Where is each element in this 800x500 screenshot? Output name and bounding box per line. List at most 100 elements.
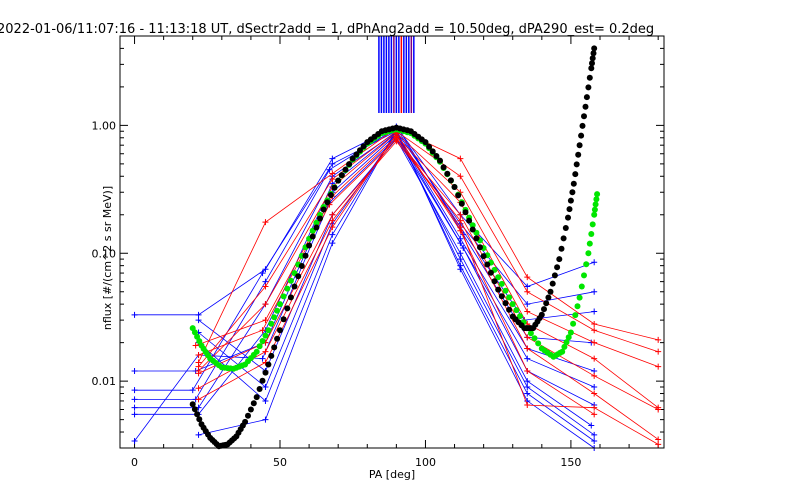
green-fit-point (284, 285, 291, 292)
red-data-point (524, 308, 531, 315)
green-fit-point (509, 301, 516, 308)
green-fit-point (594, 191, 601, 198)
x-tick-label: 50 (273, 456, 287, 469)
black-fit-point (295, 273, 302, 280)
y-tick-label: 1.00 (92, 119, 117, 132)
black-fit-point (191, 406, 198, 413)
black-fit-point (538, 311, 545, 318)
green-fit-point (287, 277, 294, 284)
red-data-point (591, 320, 598, 327)
red-data-point (195, 352, 202, 359)
black-fit-point (268, 352, 275, 359)
blue-data-point (329, 240, 336, 247)
black-fit-point (360, 143, 367, 150)
green-fit-point (586, 240, 593, 247)
black-fit-point (245, 412, 251, 419)
red-data-point (655, 363, 662, 370)
black-fit-point (579, 122, 586, 129)
y-tick-label: 0.01 (92, 375, 117, 388)
black-fit-point (570, 180, 577, 187)
blue-data-point (329, 231, 336, 238)
black-fit-point (502, 300, 509, 307)
black-fit-point (440, 164, 447, 171)
black-fit-point (259, 377, 266, 384)
black-fit-point (491, 278, 498, 285)
blue-data-point (591, 438, 598, 445)
black-fit-point (495, 286, 502, 293)
blue-data-point (591, 259, 598, 266)
black-fit-point (581, 113, 587, 120)
green-fit-point (572, 312, 579, 319)
black-fit-point (247, 406, 254, 413)
black-fit-point (560, 235, 567, 242)
green-fit-point (559, 348, 566, 355)
green-fit-point (259, 338, 266, 344)
black-fit-point (426, 143, 433, 150)
black-fit-point (458, 200, 465, 207)
red-data-point (457, 211, 464, 218)
red-data-point (195, 370, 202, 377)
black-fit-point (250, 400, 257, 407)
red-series-line (198, 138, 659, 410)
black-fit-point (554, 264, 561, 271)
blue-series-line (134, 133, 595, 388)
black-fit-point (589, 55, 596, 62)
black-fit-point (331, 184, 338, 191)
red-data-point (262, 283, 269, 290)
green-fit-point (271, 314, 278, 321)
y-tick-label: 0.10 (92, 247, 117, 260)
red-series-line (198, 132, 659, 372)
red-data-point (457, 227, 464, 234)
green-fit-point (591, 211, 598, 218)
green-fit-point (563, 339, 570, 346)
black-fit-point (451, 184, 458, 190)
green-fit-point (313, 219, 320, 226)
red-series-line (195, 135, 659, 409)
red-series-line (198, 130, 659, 367)
blue-data-point (131, 387, 138, 394)
red-data-point (524, 334, 531, 341)
red-data-point (329, 217, 336, 224)
blue-data-point (262, 383, 269, 390)
black-fit-point (590, 50, 597, 57)
blue-data-point (457, 256, 464, 263)
blue-data-point (460, 244, 467, 251)
blue-data-point (131, 311, 138, 318)
red-data-point (262, 348, 269, 355)
red-data-point (655, 348, 662, 355)
green-fit-point (253, 348, 260, 355)
black-fit-point (469, 226, 476, 233)
green-fit-point (527, 330, 534, 337)
red-data-point (524, 402, 531, 409)
red-data-point (457, 173, 464, 180)
black-fit-point (256, 386, 263, 392)
black-fit-point (444, 170, 451, 177)
black-fit-point (547, 288, 554, 295)
black-fit-point (480, 253, 487, 260)
black-fit-point (287, 294, 294, 301)
green-fit-point (574, 303, 581, 310)
blue-data-point (591, 383, 598, 390)
green-fit-point (561, 343, 568, 350)
blue-data-point (189, 387, 196, 394)
blue-data-point (457, 250, 464, 257)
red-data-point (329, 176, 336, 183)
black-fit-point (349, 155, 356, 162)
black-fit-point (565, 214, 571, 221)
blue-data-point (195, 311, 202, 318)
black-fit-point (447, 177, 454, 184)
black-fit-point (569, 189, 576, 196)
green-fit-point (583, 261, 590, 268)
black-fit-point (324, 199, 331, 206)
green-fit-point (578, 283, 585, 290)
green-fit-point (570, 320, 577, 327)
green-fit-point (274, 307, 281, 314)
blue-data-point (588, 422, 595, 429)
black-fit-point (433, 153, 440, 159)
green-fit-point (469, 222, 476, 229)
green-fit-point (593, 196, 600, 203)
red-data-point (655, 336, 662, 343)
red-data-point (591, 327, 598, 334)
green-fit-point (567, 329, 574, 336)
green-fit-point (581, 272, 587, 279)
